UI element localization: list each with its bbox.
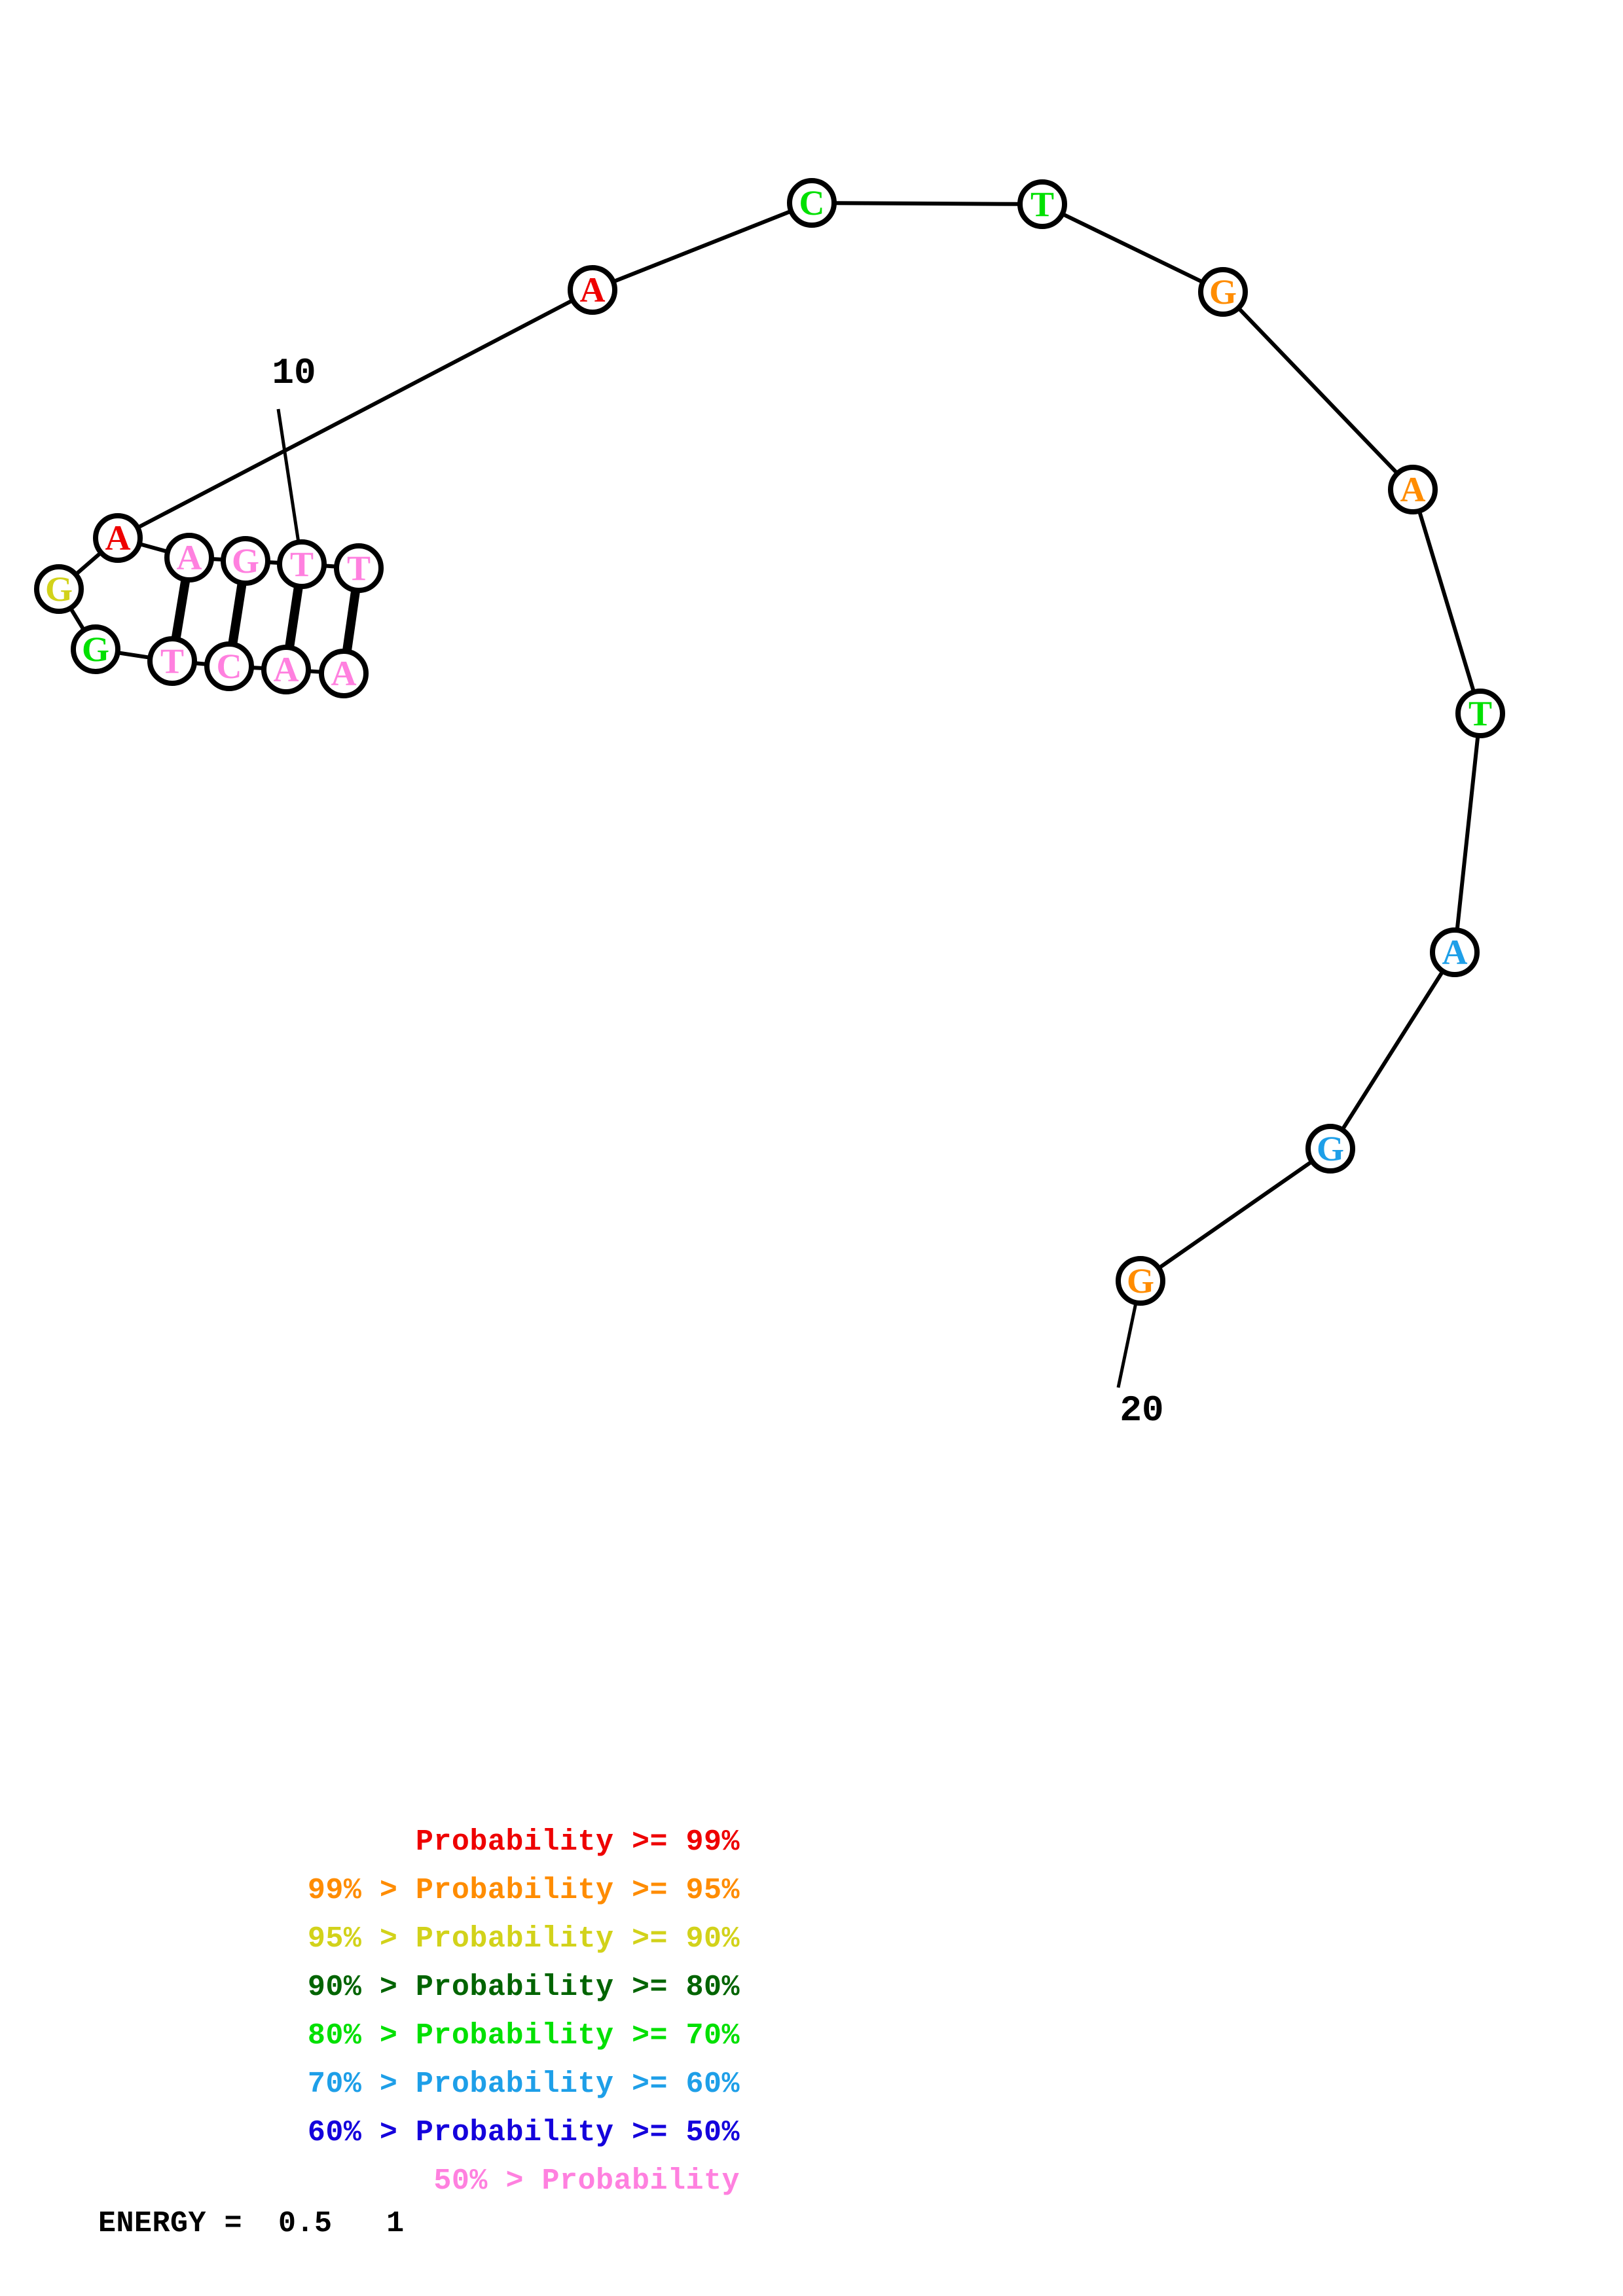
base-node-14-T[interactable]: T [1017, 179, 1067, 229]
base-node-10-A[interactable]: A [164, 533, 214, 583]
base-node-12-A[interactable]: A [568, 265, 617, 315]
backbone-link-2-3 [117, 651, 151, 660]
base-letter-3: T [160, 641, 184, 681]
backbone-link-11-12 [136, 298, 574, 529]
backbone-link-16-17 [1417, 510, 1476, 693]
base-letter-6: A [331, 654, 357, 693]
base-circle-11 [93, 513, 143, 563]
base-circle-14 [1017, 179, 1067, 229]
base-node-11-A[interactable]: A [93, 513, 143, 563]
backbone-link-19-20 [1158, 1159, 1313, 1270]
backbone-link-10-11 [138, 542, 169, 554]
base-circle-10 [164, 533, 214, 583]
base-node-6-A[interactable]: A [319, 649, 369, 698]
base-node-18-A[interactable]: A [1430, 927, 1480, 977]
position-label-10: 10 [272, 352, 316, 394]
base-circle-1 [34, 564, 84, 614]
energy-label: ENERGY = 0.5 1 [98, 2207, 405, 2240]
base-node-2-G[interactable]: G [71, 624, 120, 674]
backbone-link-13-14 [833, 201, 1021, 206]
base-letter-19: G [1317, 1129, 1344, 1168]
base-pair-bond-5-8 [284, 584, 304, 650]
legend-row-3: 95% > Probability >= 90% [307, 1922, 740, 1956]
base-letter-18: A [1442, 933, 1468, 972]
base-circle-12 [568, 265, 617, 315]
base-node-8-T[interactable]: T [277, 539, 327, 589]
base-node-9-G[interactable]: G [221, 536, 270, 586]
base-letter-8: T [290, 545, 314, 584]
legend-row-2: 99% > Probability >= 95% [307, 1874, 740, 1907]
base-circle-8 [277, 539, 327, 589]
base-letter-13: C [799, 183, 825, 223]
base-circle-13 [787, 178, 837, 228]
base-letter-1: G [45, 569, 73, 609]
base-node-3-T[interactable]: T [147, 636, 197, 686]
base-circle-18 [1430, 927, 1480, 977]
base-circle-2 [71, 624, 120, 674]
backbone-link-12-13 [612, 209, 792, 284]
base-node-7-T[interactable]: T [334, 543, 384, 593]
base-letter-9: G [232, 541, 259, 581]
position-label-20: 20 [1120, 1390, 1163, 1431]
position-tick-lines-group [276, 408, 1142, 1388]
backbone-link-1-2 [69, 607, 86, 632]
backbone-link-14-15 [1061, 212, 1204, 284]
base-letter-10: A [177, 538, 202, 577]
position-tick-10 [276, 408, 304, 565]
legend-row-6: 70% > Probability >= 60% [307, 2068, 740, 2101]
base-circle-7 [334, 543, 384, 593]
base-node-15-G[interactable]: G [1198, 267, 1248, 317]
base-circle-19 [1305, 1124, 1355, 1174]
base-letter-11: A [105, 518, 131, 558]
base-circle-6 [319, 649, 369, 698]
legend-row-4: 90% > Probability >= 80% [307, 1971, 740, 2004]
base-letter-17: T [1468, 694, 1492, 733]
base-node-17-T[interactable]: T [1455, 689, 1505, 738]
base-node-1-G[interactable]: G [34, 564, 84, 614]
backbone-link-17-18 [1455, 735, 1480, 931]
base-circle-5 [261, 645, 311, 694]
base-pair-lines-group [171, 577, 361, 654]
probability-legend: Probability >= 99% 99% > Probability >= 9… [98, 1818, 740, 2206]
legend-row-8: 50% > Probability [433, 2164, 740, 2198]
backbone-link-18-19 [1340, 970, 1445, 1131]
base-letter-7: T [347, 548, 371, 588]
legend-row-1: Probability >= 99% [415, 1825, 740, 1859]
base-letter-12: A [580, 270, 606, 310]
base-circle-3 [147, 636, 197, 686]
base-circle-4 [204, 641, 254, 691]
legend-row-7: 60% > Probability >= 50% [307, 2116, 740, 2149]
base-pair-bond-3-10 [171, 577, 191, 641]
base-circle-9 [221, 536, 270, 586]
base-node-13-C[interactable]: C [787, 178, 837, 228]
base-letter-2: G [82, 630, 109, 669]
base-circle-17 [1455, 689, 1505, 738]
base-node-20-G[interactable]: G [1116, 1256, 1165, 1306]
base-letter-14: T [1030, 185, 1054, 224]
base-node-16-A[interactable]: A [1388, 465, 1438, 514]
base-pair-bond-4-9 [227, 581, 247, 647]
backbone-link-1-11 [74, 551, 103, 576]
position-labels-group: 10 20 [272, 352, 1163, 1431]
base-letter-20: G [1127, 1261, 1154, 1300]
base-circle-16 [1388, 465, 1438, 514]
base-pair-bond-6-7 [342, 588, 361, 654]
base-circle-15 [1198, 267, 1248, 317]
backbone-link-15-16 [1237, 306, 1399, 475]
base-node-19-G[interactable]: G [1305, 1124, 1355, 1174]
base-letter-15: G [1209, 272, 1237, 312]
base-node-4-C[interactable]: C [204, 641, 254, 691]
base-letter-5: A [274, 650, 299, 689]
base-letter-4: C [217, 647, 242, 686]
legend-row-5: 80% > Probability >= 70% [307, 2019, 740, 2053]
base-circle-20 [1116, 1256, 1165, 1306]
base-letter-16: A [1400, 470, 1426, 509]
base-node-5-A[interactable]: A [261, 645, 311, 694]
